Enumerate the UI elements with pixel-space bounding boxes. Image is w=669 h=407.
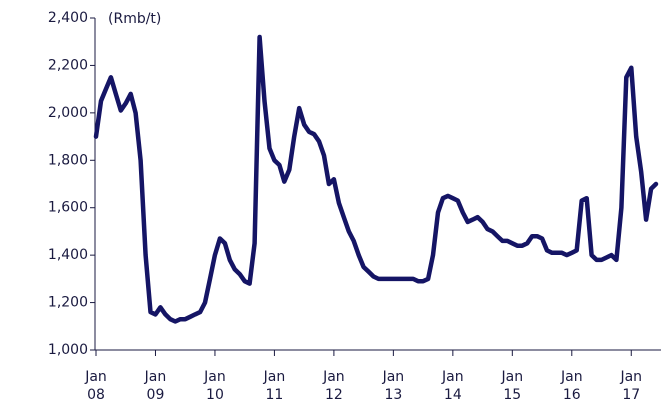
x-tick-label: Jan 13 — [382, 369, 405, 403]
x-tick-label: Jan 17 — [619, 369, 642, 403]
x-tick-label: Jan 16 — [560, 369, 583, 403]
x-tick-label: Jan 14 — [441, 369, 464, 403]
y-axis-label: (Rmb/t) — [108, 11, 161, 27]
x-tick-label: Jan 15 — [501, 369, 524, 403]
y-tick-label: 1,000 — [48, 342, 88, 358]
y-tick-label: 2,200 — [48, 57, 88, 73]
x-tick-label: Jan 09 — [144, 369, 167, 403]
y-tick-label: 1,800 — [48, 152, 88, 168]
x-tick-label: Jan 08 — [84, 369, 107, 403]
y-tick-label: 1,400 — [48, 247, 88, 263]
x-tick-label: Jan 10 — [203, 369, 226, 403]
x-tick-label: Jan 11 — [263, 369, 286, 403]
y-tick-label: 2,000 — [48, 105, 88, 121]
x-tick-label: Jan 12 — [322, 369, 345, 403]
y-tick-label: 1,600 — [48, 200, 88, 216]
y-tick-label: 1,200 — [48, 295, 88, 311]
y-tick-label: 2,400 — [48, 10, 88, 26]
line-series — [93, 34, 659, 324]
